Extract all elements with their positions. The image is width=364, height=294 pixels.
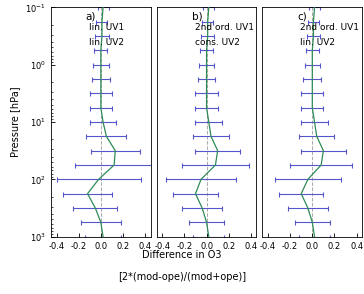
Text: a): a) bbox=[86, 12, 96, 22]
Text: 2nd ord. UV1: 2nd ord. UV1 bbox=[300, 24, 359, 32]
Text: lin. UV2: lin. UV2 bbox=[300, 38, 335, 47]
Text: b): b) bbox=[191, 12, 202, 22]
Text: [2*(mod-ope)/(mod+ope)]: [2*(mod-ope)/(mod+ope)] bbox=[118, 272, 246, 282]
Text: cons. UV2: cons. UV2 bbox=[195, 38, 240, 47]
Text: 2nd ord. UV1: 2nd ord. UV1 bbox=[195, 24, 254, 32]
Y-axis label: Pressure [hPa]: Pressure [hPa] bbox=[10, 87, 20, 157]
Text: lin. UV2: lin. UV2 bbox=[89, 38, 124, 47]
Text: c): c) bbox=[297, 12, 307, 22]
Text: Difference in O3: Difference in O3 bbox=[142, 250, 222, 260]
Text: lin. UV1: lin. UV1 bbox=[89, 24, 124, 32]
